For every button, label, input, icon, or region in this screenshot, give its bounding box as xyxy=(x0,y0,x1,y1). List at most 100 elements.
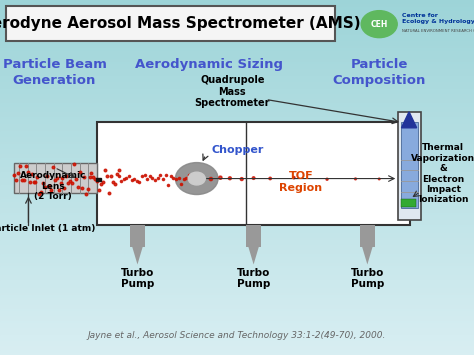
Point xyxy=(185,172,193,178)
Bar xyxy=(0,9,474,11)
Point xyxy=(172,176,180,182)
Point xyxy=(41,184,49,190)
Point xyxy=(130,176,138,182)
Point xyxy=(159,176,167,181)
Point xyxy=(290,175,298,180)
Point xyxy=(78,185,86,191)
Point xyxy=(250,175,257,181)
Bar xyxy=(0,67,474,69)
Point xyxy=(45,183,53,189)
Bar xyxy=(0,231,474,233)
Bar xyxy=(246,225,261,247)
Bar xyxy=(0,167,474,169)
Bar xyxy=(0,256,474,257)
Point xyxy=(113,171,120,176)
Bar xyxy=(0,78,474,80)
Bar xyxy=(0,312,474,314)
Point xyxy=(188,177,195,183)
Point xyxy=(141,172,148,178)
Bar xyxy=(0,71,474,73)
Point xyxy=(109,179,117,185)
Bar xyxy=(0,284,474,286)
Bar xyxy=(0,286,474,288)
Point xyxy=(207,176,215,182)
Point xyxy=(10,172,18,178)
Bar xyxy=(0,158,474,160)
Bar xyxy=(0,114,474,115)
Point xyxy=(154,175,162,180)
Bar xyxy=(0,144,474,146)
Polygon shape xyxy=(248,247,259,264)
Bar xyxy=(97,122,410,225)
Bar xyxy=(0,289,474,291)
Bar xyxy=(0,334,474,335)
Bar xyxy=(14,163,97,193)
Bar xyxy=(0,190,474,192)
Point xyxy=(53,175,61,181)
Circle shape xyxy=(361,11,397,38)
Bar xyxy=(0,275,474,277)
Bar xyxy=(0,295,474,296)
Point xyxy=(149,175,156,180)
Bar xyxy=(0,188,474,190)
Point xyxy=(88,170,95,175)
Bar xyxy=(0,229,474,231)
Bar xyxy=(0,304,474,305)
Bar xyxy=(0,5,474,7)
Bar xyxy=(0,163,474,165)
Bar xyxy=(0,66,474,67)
Point xyxy=(238,176,246,182)
Point xyxy=(99,179,107,185)
Bar xyxy=(398,112,421,220)
Bar xyxy=(0,300,474,302)
Bar xyxy=(0,16,474,18)
Bar xyxy=(0,353,474,355)
Point xyxy=(49,164,56,170)
Bar xyxy=(0,7,474,9)
Point xyxy=(76,169,84,175)
Text: Particle Beam
Generation: Particle Beam Generation xyxy=(2,58,107,87)
Point xyxy=(37,190,45,195)
Bar xyxy=(0,328,474,330)
Point xyxy=(226,175,234,181)
Bar xyxy=(0,277,474,279)
Bar xyxy=(0,75,474,76)
Bar xyxy=(0,135,474,137)
Bar xyxy=(0,89,474,91)
Bar xyxy=(0,96,474,98)
Point xyxy=(51,178,59,183)
Bar xyxy=(0,36,474,37)
Bar xyxy=(0,55,474,57)
Bar xyxy=(0,309,474,311)
Bar xyxy=(0,156,474,158)
Bar xyxy=(0,174,474,176)
Bar xyxy=(0,165,474,167)
Bar xyxy=(0,222,474,224)
Bar xyxy=(0,12,474,14)
Bar xyxy=(0,263,474,264)
Point xyxy=(34,174,41,180)
Bar xyxy=(0,25,474,27)
Bar xyxy=(0,321,474,323)
Text: Jayne et al., Aerosol Science and Technology 33:1-2(49-70), 2000.: Jayne et al., Aerosol Science and Techno… xyxy=(88,331,386,340)
Bar xyxy=(96,178,101,181)
Bar xyxy=(0,101,474,103)
Point xyxy=(20,178,27,183)
Bar xyxy=(0,179,474,181)
Bar xyxy=(0,46,474,48)
Bar xyxy=(0,204,474,206)
Bar xyxy=(0,48,474,50)
Text: CEH: CEH xyxy=(371,20,388,29)
Bar xyxy=(0,41,474,43)
Bar xyxy=(0,153,474,154)
Point xyxy=(136,179,143,185)
Point xyxy=(26,180,34,185)
Bar xyxy=(0,206,474,208)
FancyBboxPatch shape xyxy=(6,6,335,41)
Bar xyxy=(0,57,474,59)
Bar xyxy=(0,252,474,254)
Bar xyxy=(0,197,474,199)
Bar xyxy=(0,34,474,36)
Bar xyxy=(0,105,474,106)
Point xyxy=(68,181,76,186)
